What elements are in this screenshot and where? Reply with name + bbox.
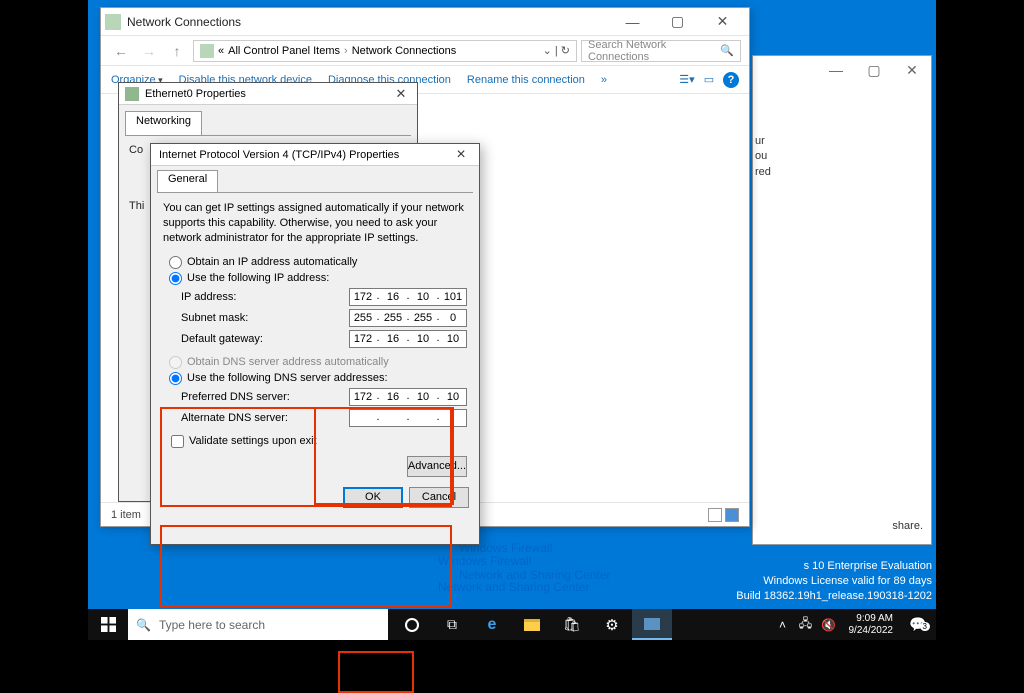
adns-label: Alternate DNS server: [181, 412, 349, 424]
maximize-button[interactable]: ▢ [655, 9, 700, 35]
close-button[interactable]: ✕ [391, 86, 411, 102]
minimize-button[interactable]: — [817, 58, 855, 82]
cancel-button[interactable]: Cancel [409, 487, 469, 508]
preferred-dns-input[interactable]: 172. 16. 10. 10 [349, 388, 467, 406]
side-window: — ▢ ✕ ur ou red share. Windows Firewall … [752, 55, 932, 545]
close-button[interactable]: ✕ [700, 9, 745, 35]
tab-general[interactable]: General [157, 170, 218, 192]
details-view-icon[interactable] [708, 508, 722, 522]
tray-volume-icon[interactable]: 🔇 [820, 618, 838, 632]
nc-icon [105, 14, 121, 30]
description-text: You can get IP settings assigned automat… [163, 201, 467, 246]
forward-button[interactable]: → [137, 39, 161, 63]
icons-view-icon[interactable] [725, 508, 739, 522]
help-icon[interactable]: ? [723, 72, 739, 88]
dialog-title: Ethernet0 Properties [145, 88, 391, 100]
link-firewall[interactable]: Windows Firewall [438, 554, 531, 568]
cortana-icon[interactable] [392, 609, 432, 640]
close-button[interactable]: ✕ [893, 58, 931, 82]
tray-network-icon[interactable]: 🖧 [797, 614, 815, 635]
pdns-label: Preferred DNS server: [181, 391, 349, 403]
alternate-dns-input[interactable]: . . . [349, 409, 467, 427]
more-menu[interactable]: » [601, 74, 607, 86]
minimize-button[interactable]: — [610, 9, 655, 35]
share-text: share. [892, 520, 923, 532]
watermark: s 10 Enterprise Evaluation Windows Licen… [736, 559, 932, 604]
ethernet-icon [125, 87, 139, 101]
ip-label: IP address: [181, 291, 349, 303]
validate-checkbox[interactable] [171, 435, 184, 448]
taskview-icon[interactable]: ⧉ [432, 609, 472, 640]
edge-icon[interactable]: e [472, 609, 512, 640]
ok-button[interactable]: OK [343, 487, 403, 508]
search-icon: 🔍 [720, 44, 734, 57]
mask-label: Subnet mask: [181, 312, 349, 324]
item-count: 1 item [111, 509, 141, 521]
gateway-label: Default gateway: [181, 333, 349, 345]
taskbar-app[interactable] [632, 609, 672, 640]
highlight-ok-button [338, 651, 414, 693]
view-icon[interactable]: ☰▾ [679, 72, 695, 88]
dialog-title: Internet Protocol Version 4 (TCP/IPv4) P… [159, 149, 451, 161]
breadcrumb[interactable]: « All Control Panel Items › Network Conn… [193, 40, 577, 62]
taskbar-search[interactable]: 🔍 Type here to search [128, 609, 388, 640]
window-title: Network Connections [127, 15, 610, 29]
link-network-sharing[interactable]: Network and Sharing Center [438, 580, 589, 594]
settings-icon[interactable]: ⚙ [592, 609, 632, 640]
folder-icon [200, 44, 214, 58]
notifications-icon[interactable]: 💬 3 [904, 616, 932, 633]
ipv4-properties-dialog: Internet Protocol Version 4 (TCP/IPv4) P… [150, 143, 480, 545]
back-button[interactable]: ← [109, 39, 133, 63]
rename-connection[interactable]: Rename this connection [467, 74, 585, 86]
ip-address-input[interactable]: 172. 16. 10. 101 [349, 288, 467, 306]
store-icon[interactable]: 🛍 [552, 609, 592, 640]
radio-obtain-dns-auto [169, 356, 182, 369]
radio-use-following-dns[interactable] [169, 372, 182, 385]
side-text: ur ou red [753, 84, 931, 180]
advanced-button[interactable]: Advanced... [407, 456, 467, 477]
start-button[interactable] [88, 609, 128, 640]
taskbar: 🔍 Type here to search ⧉ e 🛍 ⚙ ˄ 🖧 🔇 9:09… [88, 609, 936, 640]
maximize-button[interactable]: ▢ [855, 58, 893, 82]
tray-up-icon[interactable]: ˄ [774, 618, 792, 632]
tab-networking[interactable]: Networking [125, 111, 202, 135]
radio-use-following-ip[interactable] [169, 272, 182, 285]
up-button[interactable]: ↑ [165, 39, 189, 63]
explorer-icon[interactable] [512, 609, 552, 640]
radio-obtain-ip-auto[interactable] [169, 256, 182, 269]
search-input[interactable]: Search Network Connections 🔍 [581, 40, 741, 62]
subnet-mask-input[interactable]: 255. 255. 255. 0 [349, 309, 467, 327]
taskbar-clock[interactable]: 9:09 AM 9/24/2022 [843, 613, 900, 636]
preview-icon[interactable]: ▭ [701, 72, 717, 88]
close-button[interactable]: × [451, 146, 471, 164]
gateway-input[interactable]: 172. 16. 10. 10 [349, 330, 467, 348]
search-icon: 🔍 [136, 618, 151, 632]
